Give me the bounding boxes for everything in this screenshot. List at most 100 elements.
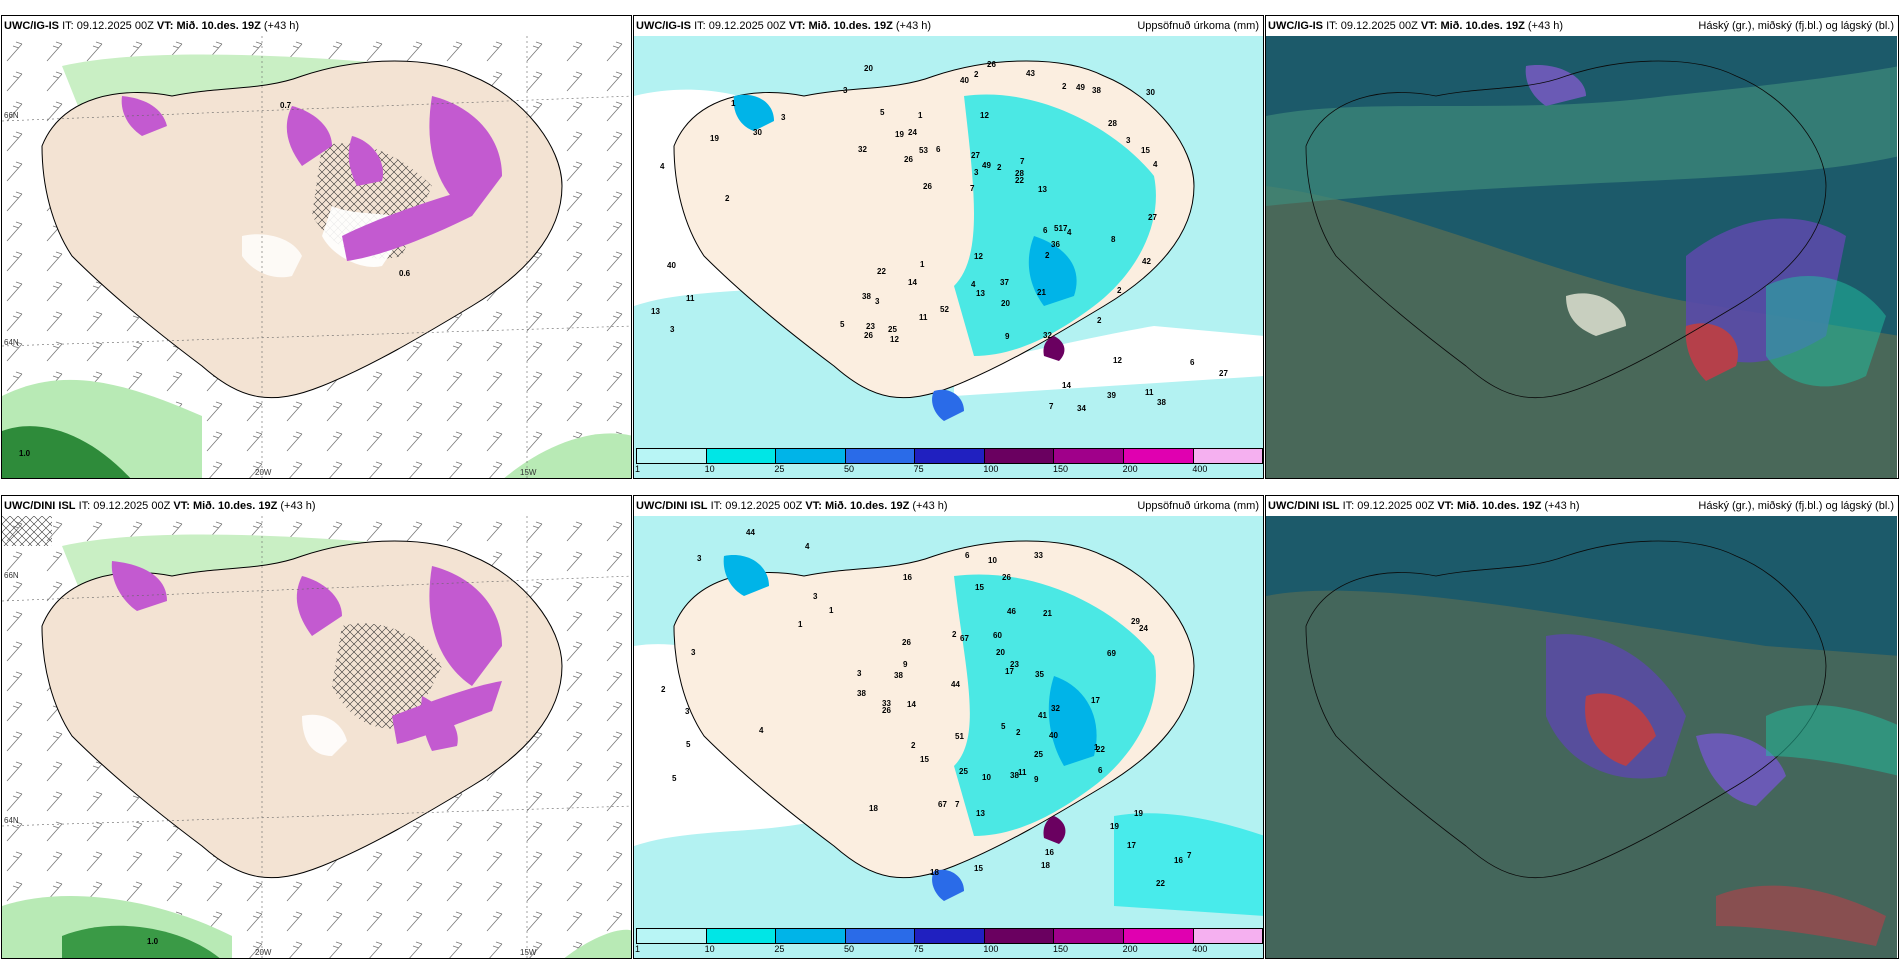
precip-value-label: 3 (781, 113, 786, 122)
precip-value-label: 7 (1049, 402, 1054, 411)
precip-value-label: 26 (902, 638, 911, 647)
precip-value-label: 20 (996, 648, 1005, 657)
precip-legend: 1 10 25 50 75 100 150 200 400 (635, 928, 1263, 956)
precip-value-label: 28 (1108, 119, 1117, 128)
precip-value-label: 43 (1026, 69, 1035, 78)
cloud-panel-row2: UWC/DINI ISL IT: 09.12.2025 00Z VT: Mið.… (1265, 495, 1899, 959)
precip-value-label: 7 (1063, 224, 1068, 233)
legend-swatch (1054, 449, 1124, 463)
cloud-title: Háský (gr.), miðský (fj.bl.) og lágský (… (1698, 20, 1894, 32)
precip-value-label: 3 (691, 648, 696, 657)
legend-tick-label: 200 (1122, 464, 1138, 474)
precip-panel-row1: UWC/IG-IS IT: 09.12.2025 00Z VT: Mið. 10… (633, 15, 1264, 479)
legend-tick-label: 1 (635, 944, 641, 954)
legend-tick-label: 10 (704, 464, 715, 474)
precip-value-label: 4 (1153, 160, 1158, 169)
precip-value-label: 2 (1016, 728, 1021, 737)
legend-tick-label: 1 (635, 464, 641, 474)
lat-label: 64N (4, 816, 19, 825)
legend-swatch (706, 929, 777, 943)
precip-value-label: 46 (1007, 607, 1016, 616)
precip-value-label: 15 (1141, 146, 1150, 155)
precip-value-label: 25 (888, 325, 897, 334)
precip-value-label: 16 (1174, 856, 1183, 865)
precip-value-label: 19 (1134, 809, 1143, 818)
value-label: 0.7 (280, 101, 292, 110)
precip-value-label: 2 (997, 163, 1002, 172)
precip-value-label: 7 (1187, 851, 1192, 860)
precip-value-labels: 5433433511244401713663279101523202533334… (661, 528, 1192, 888)
legend-swatch (984, 929, 1055, 943)
precip-value-label: 17 (1005, 667, 1014, 676)
legend-bar (636, 928, 1263, 944)
precip-value-label: 51 (1054, 224, 1063, 233)
legend-swatch (637, 929, 707, 943)
precip-value-label: 3 (697, 554, 702, 563)
panel-header: UWC/DINI ISL IT: 09.12.2025 00Z VT: Mið.… (1266, 496, 1898, 516)
precip-value-label: 2 (952, 630, 957, 639)
precip-value-label: 30 (1146, 88, 1155, 97)
precip-value-label: 7 (970, 184, 975, 193)
precip-value-label: 24 (908, 128, 917, 137)
legend-swatch (1193, 449, 1263, 463)
precip-value-label: 1 (798, 620, 803, 629)
precip-value-label: 2 (1045, 251, 1050, 260)
precip-value-label: 29 (1131, 617, 1140, 626)
lat-label: 66N (4, 571, 19, 580)
precip-value-label: 27 (971, 151, 980, 160)
legend-ticks: 1 10 25 50 75 100 150 200 400 (635, 464, 1263, 476)
precip-value-label: 4 (660, 162, 665, 171)
legend-swatch (637, 449, 707, 463)
legend-swatch (706, 449, 777, 463)
precip-value-label: 13 (976, 809, 985, 818)
precip-value-label: 4 (759, 726, 764, 735)
precip-value-label: 4 (971, 280, 976, 289)
precip-value-label: 2 (974, 70, 979, 79)
precip-value-label: 13 (976, 289, 985, 298)
precip-value-label: 6 (1098, 766, 1103, 775)
precip-value-label: 1 (1094, 743, 1099, 752)
precip-value-label: 60 (993, 631, 1002, 640)
precip-value-label: 17 (1091, 696, 1100, 705)
precip-value-label: 2 (1097, 316, 1102, 325)
precip-value-label: 2 (911, 741, 916, 750)
precip-value-label: 1 (829, 606, 834, 615)
precip-value-label: 67 (960, 634, 969, 643)
precip-value-label: 44 (951, 680, 960, 689)
precip-value-label: 38 (1092, 86, 1101, 95)
precip-value-label: 6 (1043, 226, 1048, 235)
legend-ticks: 1 10 25 50 75 100 150 200 400 (635, 944, 1263, 956)
precip-value-label: 12 (980, 111, 989, 120)
precip-value-label: 32 (858, 145, 867, 154)
legend-swatch (984, 449, 1055, 463)
legend-tick-label: 10 (704, 944, 715, 954)
precip-value-label: 9 (1034, 775, 1039, 784)
legend-tick-label: 75 (913, 464, 924, 474)
precip-value-label: 24 (1139, 624, 1148, 633)
legend-swatch (776, 449, 846, 463)
precip-value-label: 38 (894, 671, 903, 680)
precip-value-label: 23 (866, 322, 875, 331)
precip-value-label: 2 (725, 194, 730, 203)
lon-label: 15W (520, 948, 537, 957)
cloud-panel-row1: UWC/IG-IS IT: 09.12.2025 00Z VT: Mið. 10… (1265, 15, 1899, 479)
legend-tick-label: 25 (774, 944, 785, 954)
legend-swatch (915, 449, 985, 463)
precip-title: Uppsöfnuð úrkoma (mm) (1137, 500, 1259, 512)
precip-value-label: 26 (987, 60, 996, 69)
wind-snow-map: 1.0 (2, 516, 631, 958)
legend-swatch (776, 929, 846, 943)
precip-value-label: 12 (974, 252, 983, 261)
precip-value-label: 18 (1041, 861, 1050, 870)
precip-value-label: 5 (672, 774, 677, 783)
precip-value-label: 9 (903, 660, 908, 669)
precip-title: Uppsöfnuð úrkoma (mm) (1137, 20, 1259, 32)
legend-swatch (845, 929, 916, 943)
legend-tick-label: 400 (1192, 464, 1208, 474)
precip-value-label: 22 (1015, 176, 1024, 185)
precip-value-label: 6 (1190, 358, 1195, 367)
precip-map: 5 4 3 2 3 3 1 30 40 19 13 11 12 7 4 5 2 4 6 3 7 4 3 1 2 1 2 2 7 9 6 26 2… (634, 36, 1263, 478)
cloud-title: Háský (gr.), miðský (fj.bl.) og lágský (… (1698, 500, 1894, 512)
precip-legend: 1 10 25 50 75 100 150 200 400 (635, 448, 1263, 476)
legend-tick-label: 100 (983, 944, 999, 954)
